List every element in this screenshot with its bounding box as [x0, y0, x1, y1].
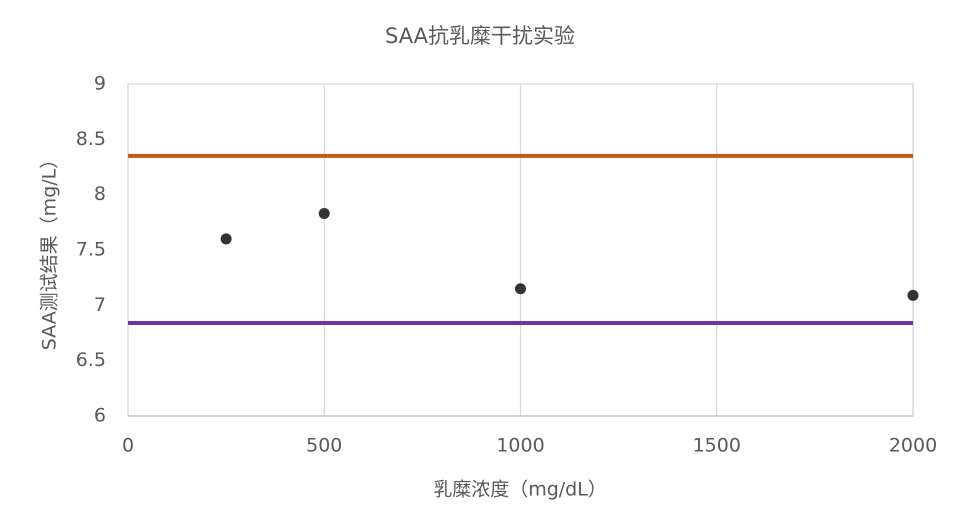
point	[318, 207, 330, 219]
y-axis-label: SAA测试结果（mg/L）	[39, 150, 61, 351]
chart-title: SAA抗乳糜干扰实验	[385, 24, 575, 48]
point	[515, 283, 526, 295]
x-tick-label: 1500	[693, 435, 741, 457]
x-tick-label: 500	[306, 435, 342, 457]
y-tick-label: 7.5	[76, 239, 106, 261]
x-tick-label: 2000	[889, 435, 937, 457]
y-tick-label: 6	[94, 405, 106, 427]
y-tick-label: 7	[94, 294, 106, 316]
y-tick-label: 6.5	[76, 349, 106, 371]
x-tick-label: 1000	[496, 435, 544, 457]
point	[220, 233, 232, 245]
point	[907, 289, 919, 301]
x-axis-label: 乳糜浓度（mg/dL）	[433, 479, 607, 501]
y-tick-label: 8.5	[76, 128, 106, 150]
x-tick-label: 0	[122, 435, 134, 457]
y-tick-label: 9	[94, 73, 106, 95]
y-tick-label: 8	[94, 183, 106, 205]
